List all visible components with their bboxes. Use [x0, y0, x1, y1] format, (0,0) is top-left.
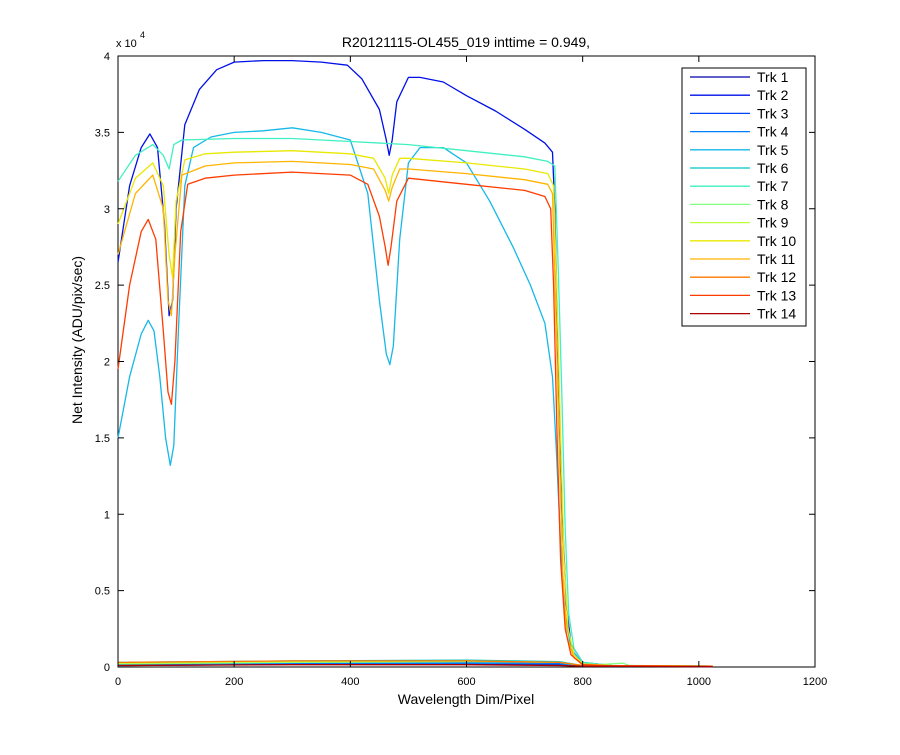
- x-tick-label: 0: [115, 676, 121, 688]
- legend-label: Trk 1: [757, 69, 789, 85]
- y-exponent-label: x 10: [116, 38, 137, 50]
- series-line-trk-7: [117, 137, 713, 667]
- legend-label: Trk 7: [757, 178, 789, 194]
- series-line-trk-11: [117, 160, 713, 668]
- series-line-trk-13: [117, 171, 713, 668]
- y-tick-label: 1: [104, 509, 110, 521]
- legend-label: Trk 6: [757, 160, 789, 176]
- y-tick-label: 2.5: [95, 280, 110, 292]
- series-line-trk-5: [117, 127, 713, 667]
- legend-items: Trk 1 Trk 2 Trk 3 Trk 4 Trk 5 Trk 6 Trk 7 Trk 8…: [690, 69, 796, 322]
- legend-label: Trk 3: [757, 105, 789, 121]
- y-tick-label: 0: [104, 662, 110, 674]
- series-line-trk-14: [117, 664, 713, 668]
- legend: Trk 1 Trk 2 Trk 3 Trk 4 Trk 5 Trk 6 Trk 7 Trk 8…: [681, 67, 807, 327]
- legend-label: Trk 8: [757, 196, 789, 212]
- legend-label: Trk 10: [757, 233, 796, 249]
- y-exponent-power: 4: [140, 30, 145, 40]
- x-tick-label: 400: [341, 676, 359, 688]
- legend-label: Trk 14: [757, 306, 796, 322]
- x-tick-label: 800: [573, 676, 591, 688]
- legend-label: Trk 12: [757, 269, 796, 285]
- series-line-trk-10: [117, 150, 713, 667]
- chart-title: R20121115-OL455_019 inttime = 0.949,: [342, 34, 590, 50]
- ticks-group: 0 200 400 600 800 1000 1200 0 0.5 1 1.5 2 2.5 3 3.5 4: [95, 51, 828, 688]
- y-tick-label: 2: [104, 357, 110, 369]
- legend-label: Trk 2: [757, 87, 789, 103]
- x-tick-label: 1000: [687, 676, 711, 688]
- legend-label: Trk 13: [757, 287, 796, 303]
- x-axis-label: Wavelength Dim/Pixel: [398, 691, 534, 707]
- legend-box: [681, 67, 807, 327]
- x-tick-label: 1200: [803, 676, 827, 688]
- x-tick-label: 200: [225, 676, 243, 688]
- y-tick-label: 4: [104, 51, 110, 63]
- y-tick-label: 0.5: [95, 586, 110, 598]
- y-tick-label: 3.5: [95, 127, 110, 139]
- legend-label: Trk 9: [757, 215, 789, 231]
- y-tick-label: 1.5: [95, 433, 110, 445]
- legend-label: Trk 5: [757, 142, 789, 158]
- x-tick-label: 600: [457, 676, 475, 688]
- y-axis-label: Net Intensity (ADU/pix/sec): [69, 256, 85, 424]
- legend-label: Trk 11: [757, 251, 795, 267]
- y-tick-label: 3: [104, 204, 110, 216]
- legend-label: Trk 4: [757, 124, 789, 140]
